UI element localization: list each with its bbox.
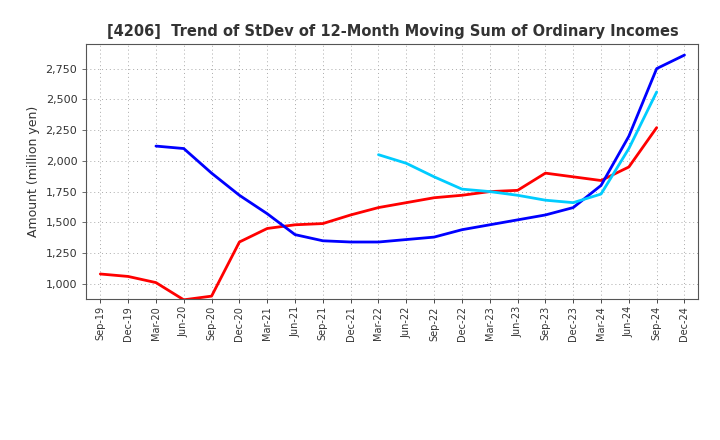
3 Years bbox=[291, 222, 300, 227]
5 Years bbox=[513, 217, 522, 223]
3 Years bbox=[152, 280, 161, 285]
3 Years bbox=[597, 178, 606, 183]
7 Years bbox=[458, 187, 467, 192]
5 Years bbox=[402, 237, 410, 242]
5 Years bbox=[485, 222, 494, 227]
5 Years bbox=[207, 170, 216, 176]
3 Years bbox=[541, 170, 550, 176]
3 Years bbox=[207, 293, 216, 299]
5 Years bbox=[291, 232, 300, 237]
3 Years bbox=[485, 189, 494, 194]
5 Years bbox=[541, 213, 550, 218]
3 Years bbox=[179, 297, 188, 302]
7 Years bbox=[513, 193, 522, 198]
3 Years bbox=[430, 195, 438, 200]
3 Years bbox=[263, 226, 271, 231]
3 Years bbox=[402, 200, 410, 205]
7 Years bbox=[374, 152, 383, 158]
7 Years bbox=[402, 161, 410, 166]
3 Years bbox=[624, 165, 633, 170]
7 Years bbox=[652, 89, 661, 95]
5 Years bbox=[624, 134, 633, 139]
3 Years bbox=[318, 221, 327, 226]
5 Years bbox=[263, 211, 271, 216]
5 Years bbox=[179, 146, 188, 151]
7 Years bbox=[430, 174, 438, 180]
7 Years bbox=[569, 200, 577, 205]
Legend: 3 Years, 5 Years, 7 Years, 10 Years: 3 Years, 5 Years, 7 Years, 10 Years bbox=[202, 438, 582, 440]
Line: 3 Years: 3 Years bbox=[100, 128, 657, 300]
3 Years bbox=[124, 274, 132, 279]
3 Years bbox=[458, 193, 467, 198]
5 Years bbox=[597, 183, 606, 188]
3 Years bbox=[346, 213, 355, 218]
3 Years bbox=[652, 125, 661, 130]
Line: 5 Years: 5 Years bbox=[156, 55, 685, 242]
3 Years bbox=[235, 239, 243, 245]
5 Years bbox=[346, 239, 355, 245]
Title: [4206]  Trend of StDev of 12-Month Moving Sum of Ordinary Incomes: [4206] Trend of StDev of 12-Month Moving… bbox=[107, 24, 678, 39]
5 Years bbox=[152, 143, 161, 149]
5 Years bbox=[374, 239, 383, 245]
3 Years bbox=[513, 188, 522, 193]
5 Years bbox=[458, 227, 467, 232]
7 Years bbox=[624, 146, 633, 151]
5 Years bbox=[318, 238, 327, 243]
5 Years bbox=[569, 205, 577, 210]
3 Years bbox=[569, 174, 577, 180]
7 Years bbox=[541, 198, 550, 203]
5 Years bbox=[235, 193, 243, 198]
5 Years bbox=[680, 52, 689, 58]
Line: 7 Years: 7 Years bbox=[379, 92, 657, 203]
7 Years bbox=[597, 191, 606, 197]
5 Years bbox=[430, 235, 438, 240]
3 Years bbox=[96, 271, 104, 277]
3 Years bbox=[374, 205, 383, 210]
7 Years bbox=[485, 189, 494, 194]
Y-axis label: Amount (million yen): Amount (million yen) bbox=[27, 106, 40, 237]
5 Years bbox=[652, 66, 661, 71]
